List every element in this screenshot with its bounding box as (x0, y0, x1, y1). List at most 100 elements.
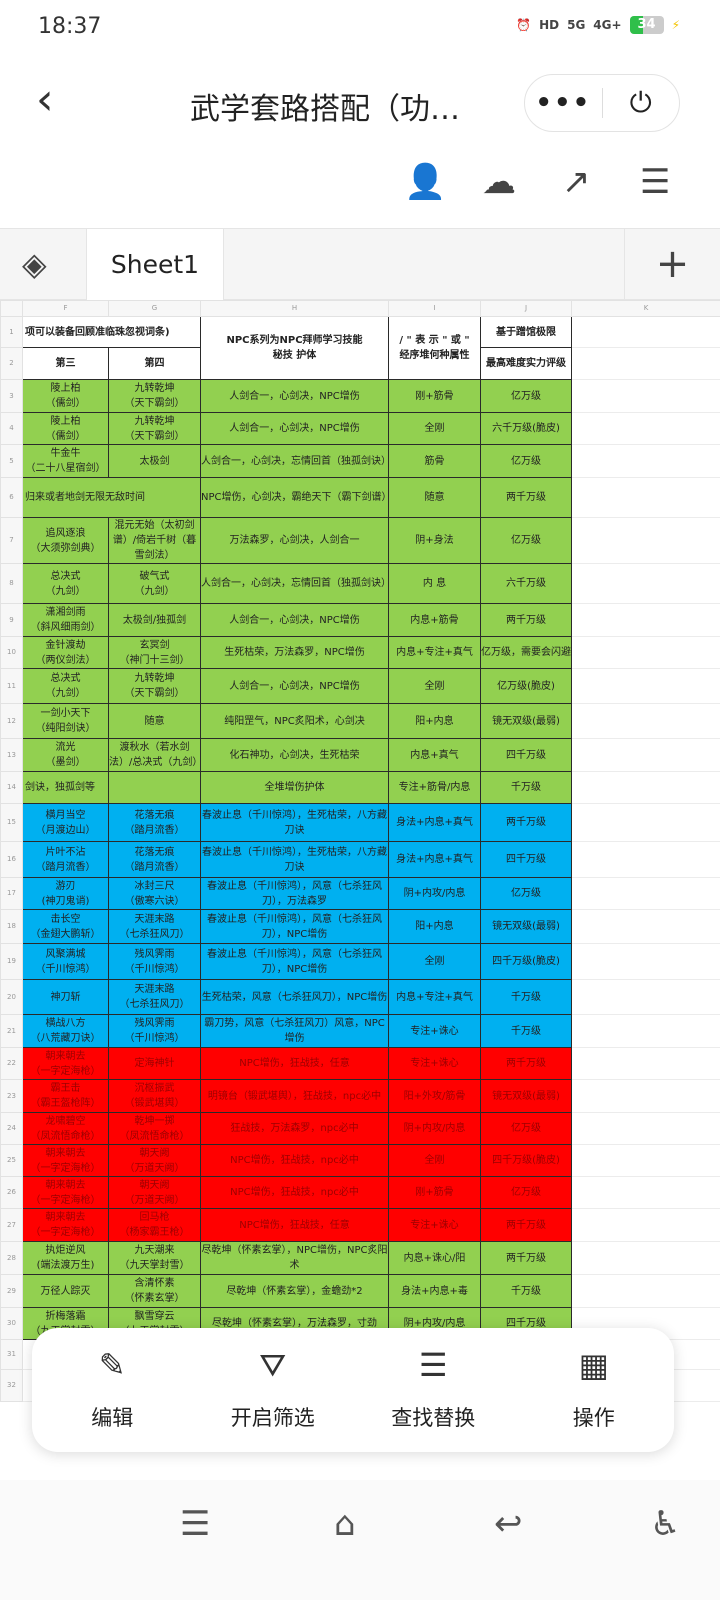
cell[interactable]: 回马枪 （杨家霸王枪） (108, 1208, 201, 1242)
cell[interactable]: 人剑合一，心剑决，NPC增伤 (200, 412, 389, 445)
filter-button[interactable]: ⛛ 开启筛选 (193, 1328, 354, 1452)
header-cell[interactable]: 基于蹭馆极限 (480, 316, 572, 348)
cell[interactable]: 太极剑/独孤剑 (108, 603, 201, 637)
cell[interactable]: 刚+筋骨 (388, 1176, 481, 1209)
cell[interactable]: 金针渡劫 （两仪剑法） (22, 636, 109, 669)
cell[interactable] (571, 771, 720, 804)
cell[interactable]: 明镜台（锻武堪舆），狂战技，npc必中 (200, 1079, 389, 1113)
cell[interactable]: 专注+筋骨/内息 (388, 771, 481, 804)
cell[interactable]: 执炬逆风 (端法渡万生) (22, 1241, 109, 1275)
cell[interactable]: 六千万级(脆皮) (480, 412, 572, 445)
cell[interactable]: 霸王击 （霸王盔枪阵） (22, 1079, 109, 1113)
cell[interactable]: 春波止息（千川惊鸿），生死枯荣，八方藏刀诀 (200, 841, 389, 878)
cell[interactable]: 全刚 (388, 668, 481, 704)
cell[interactable]: 筋骨 (388, 444, 481, 478)
cell[interactable]: 两千万级 (480, 1241, 572, 1275)
accessibility-icon[interactable]: ♿ (650, 1504, 681, 1544)
cell[interactable]: 破气式 （九剑） (108, 563, 201, 604)
column-header-K[interactable]: K (571, 300, 720, 317)
cell[interactable] (571, 703, 720, 739)
row-number[interactable]: 14 (0, 771, 23, 804)
cell[interactable] (571, 1208, 720, 1242)
row-number[interactable]: 11 (0, 668, 23, 704)
cell[interactable]: 朝天阙 （万道天阙） (108, 1176, 201, 1209)
row-number[interactable]: 15 (0, 803, 23, 842)
cell[interactable]: 春波止息（千川惊鸿），风意（七杀狂风刀），NPC增伤 (200, 943, 389, 980)
cell[interactable]: 追风逐浪 （大须弥剑典） (22, 517, 109, 564)
cell[interactable]: 阳+外攻/筋骨 (388, 1079, 481, 1113)
add-sheet-button[interactable]: + (624, 229, 720, 301)
cell[interactable]: 全堆增伤护体 (200, 771, 389, 804)
cell[interactable] (571, 979, 720, 1015)
header-cell[interactable]: 最高难度实力评级 (480, 347, 572, 380)
cell[interactable]: 四千万级(脆皮) (480, 943, 572, 980)
row-number[interactable]: 27 (0, 1208, 23, 1242)
row-number[interactable]: 4 (0, 412, 23, 445)
column-header-F[interactable]: F (22, 300, 109, 317)
cell[interactable] (571, 909, 720, 944)
row-number[interactable]: 26 (0, 1176, 23, 1209)
cell[interactable]: 内息+真气 (388, 738, 481, 772)
cell[interactable]: 身法+内息+真气 (388, 803, 481, 842)
cell[interactable]: 人剑合一，心剑决，忘情回首（独孤剑诀） (200, 444, 389, 478)
cell[interactable]: 游刃 (神刀鬼诮) (22, 877, 109, 910)
cell[interactable]: 化石神功，心剑决，生死枯荣 (200, 738, 389, 772)
cell[interactable]: 专注+诛心 (388, 1047, 481, 1080)
row-number[interactable]: 21 (0, 1014, 23, 1048)
cell[interactable] (571, 1047, 720, 1080)
cell[interactable]: 陵上柏 （儒剑） (22, 379, 109, 413)
column-header-H[interactable]: H (200, 300, 389, 317)
cell[interactable]: 剑诀，独孤剑等 (22, 771, 109, 804)
cell[interactable] (571, 347, 720, 380)
cell[interactable] (571, 444, 720, 478)
cell[interactable]: 横战八方 （八荒藏刀诀） (22, 1014, 109, 1048)
cell[interactable]: 千万级 (480, 1274, 572, 1308)
cell[interactable]: 霸刀势，风意（七杀狂风刀）风意，NPC增伤 (200, 1014, 389, 1048)
cell[interactable]: 阴+内攻/内息 (388, 1112, 481, 1145)
cell[interactable]: 生死枯荣，风意（七杀狂风刀），NPC增伤 (200, 979, 389, 1015)
cell[interactable]: 万法森罗，心剑决，人剑合一 (200, 517, 389, 564)
cell[interactable]: 随意 (388, 477, 481, 518)
cell[interactable]: 专注+诛心 (388, 1208, 481, 1242)
cell[interactable]: 人剑合一，心剑决，NPC增伤 (200, 668, 389, 704)
row-number[interactable]: 24 (0, 1112, 23, 1145)
cell[interactable]: 九天潮来 （九天掌封雪） (108, 1241, 201, 1275)
cell[interactable]: 九转乾坤 （天下霸剑） (108, 379, 201, 413)
cell[interactable]: 天涯末路 （七杀狂风刀） (108, 909, 201, 944)
row-number[interactable]: 6 (0, 477, 23, 518)
cell[interactable]: NPC增伤，心剑决，霸绝天下（霸下剑谱） (200, 477, 389, 518)
cell[interactable]: 内息+筋骨 (388, 603, 481, 637)
cell[interactable]: 含清怀素 （怀素玄掌） (108, 1274, 201, 1308)
row-number[interactable]: 31 (0, 1339, 23, 1370)
spreadsheet-grid[interactable]: F G H I J K 1 项可以装备回顾准临珠忽视词条) NPC系列为NPC拜师学习技能 秘技… (0, 300, 720, 1480)
cell[interactable]: 风聚满城 （千川惊鸿） (22, 943, 109, 980)
header-cell[interactable]: / " 表 示 " 或 " 经序堆何种属性 (388, 316, 481, 380)
cell[interactable] (108, 771, 201, 804)
cell[interactable]: 击长空 （金翅大鹏斩） (22, 909, 109, 944)
row-number[interactable]: 23 (0, 1079, 23, 1113)
back-nav-icon[interactable]: ↩ (494, 1504, 523, 1544)
row-number[interactable]: 32 (0, 1369, 23, 1402)
find-replace-button[interactable]: ☰ 查找替换 (353, 1328, 514, 1452)
cell[interactable]: 千万级 (480, 1014, 572, 1048)
cell[interactable]: 春波止息（千川惊鸿），风意（七杀狂风刀），NPC增伤 (200, 909, 389, 944)
cell[interactable]: 身法+内息+毒 (388, 1274, 481, 1308)
cell[interactable] (571, 316, 720, 348)
cell[interactable]: 九转乾坤 （天下霸剑） (108, 412, 201, 445)
cell[interactable]: 冰封三尺 （傲寒六诀） (108, 877, 201, 910)
cell[interactable]: 内息+诛心/阳 (388, 1241, 481, 1275)
cell[interactable]: 随意 (108, 703, 201, 739)
cell[interactable]: 混元无始（太初剑谱）/倚岩千树（暮雪剑法） (108, 517, 201, 564)
cell[interactable]: 潇湘剑雨 （斜风细雨剑） (22, 603, 109, 637)
cell[interactable]: 总决式 （九剑） (22, 563, 109, 604)
cell[interactable]: 尽乾坤（怀素玄掌），NPC增伤，NPC炙阳术 (200, 1241, 389, 1275)
power-icon[interactable]: ⏻ (629, 86, 652, 119)
cell[interactable]: 尽乾坤（怀素玄掌），金蟾劲*2 (200, 1274, 389, 1308)
row-number[interactable]: 17 (0, 877, 23, 910)
cell[interactable]: 天涯末路 （七杀狂风刀） (108, 979, 201, 1015)
row-number[interactable]: 16 (0, 841, 23, 878)
cell[interactable]: 亿万级 (480, 517, 572, 564)
cell[interactable]: 亿万级(脆皮) (480, 668, 572, 704)
cell[interactable]: 亿万级，需要会闪避 (480, 636, 572, 669)
row-number[interactable]: 13 (0, 738, 23, 772)
